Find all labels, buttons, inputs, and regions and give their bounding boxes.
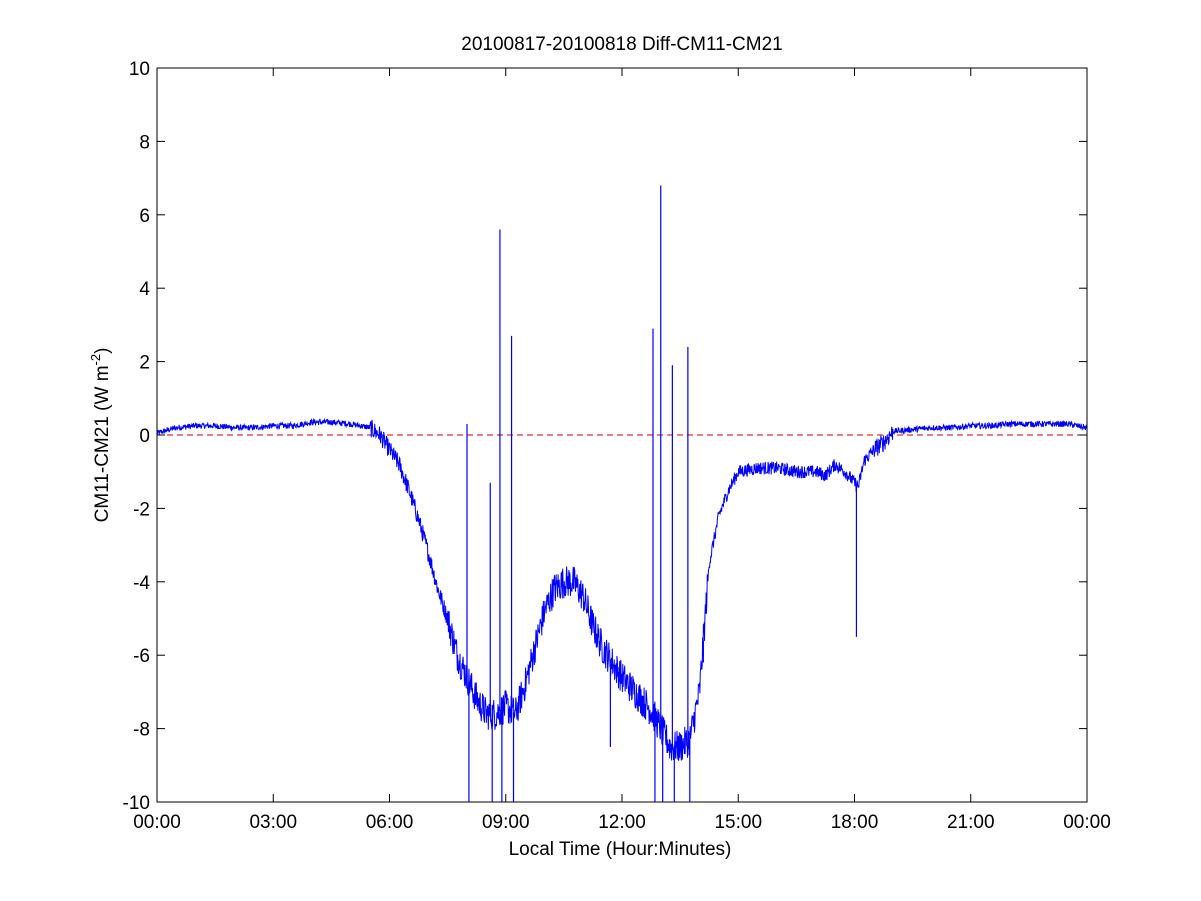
y-tick-label: 8 xyxy=(139,132,150,153)
y-tick-label: 0 xyxy=(139,426,150,447)
y-axis-label-main: CM11-CM21 (W m xyxy=(92,365,113,522)
x-tick-label: 12:00 xyxy=(598,812,646,833)
series-line xyxy=(157,417,1087,761)
y-tick-label: 10 xyxy=(129,59,150,80)
y-tick-label: -10 xyxy=(123,793,150,814)
y-tick-label: -6 xyxy=(133,646,150,667)
y-tick-label: 2 xyxy=(139,353,150,374)
x-tick-label: 03:00 xyxy=(249,812,297,833)
x-axis-label: Local Time (Hour:Minutes) xyxy=(509,839,732,860)
y-tick-label: 4 xyxy=(139,279,150,300)
x-tick-label: 18:00 xyxy=(831,812,879,833)
x-tick-label: 15:00 xyxy=(714,812,762,833)
y-tick-label: -2 xyxy=(133,499,150,520)
y-axis-label: CM11-CM21 (W m-2) xyxy=(88,348,113,523)
y-tick-label: 6 xyxy=(139,206,150,227)
x-tick-label: 09:00 xyxy=(482,812,530,833)
x-tick-label: 00:00 xyxy=(133,812,181,833)
y-tick-label: -8 xyxy=(133,720,150,741)
y-axis-label-close: ) xyxy=(92,348,113,354)
x-tick-label: 00:00 xyxy=(1063,812,1111,833)
y-tick-label: -4 xyxy=(133,573,150,594)
x-tick-label: 06:00 xyxy=(366,812,414,833)
y-axis-label-superscript: -2 xyxy=(88,354,103,366)
x-tick-label: 21:00 xyxy=(947,812,995,833)
chart-title: 20100817-20100818 Diff-CM11-CM21 xyxy=(461,34,782,55)
